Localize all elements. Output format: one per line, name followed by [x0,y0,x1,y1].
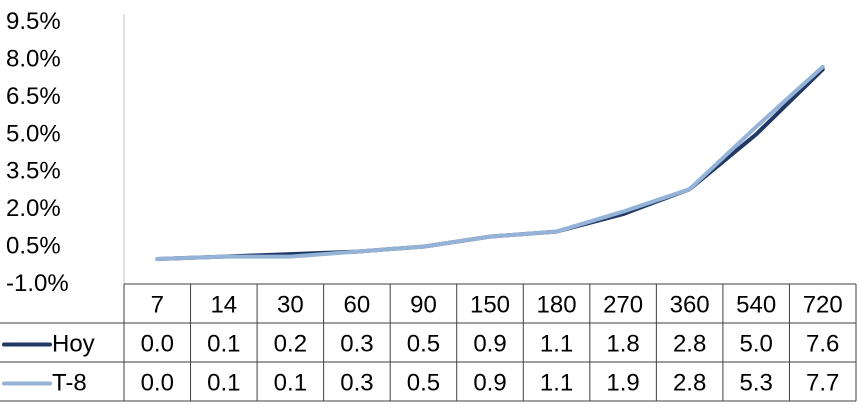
data-table-value: 0.1 [207,370,240,397]
category-label: 270 [603,292,643,319]
series-name-label: Hoy [52,331,95,358]
data-table-value: 1.1 [540,331,573,358]
data-table: 7 14 30 60 90 150 180 270 360 540 720 Hoy 0.0 0.1 0.2 0… [0,283,857,402]
y-tick-label: 2.0% [6,195,61,222]
y-axis: 9.5% 8.0% 6.5% 5.0% 3.5% 2.0% 0.5% -1.0% [6,8,125,297]
data-table-value: 1.1 [540,370,573,397]
data-table-value: 0.3 [340,370,373,397]
data-table-value: 0.2 [274,331,307,358]
data-table-value: 0.3 [340,331,373,358]
data-table-value: 1.9 [606,370,639,397]
data-table-value: 7.7 [806,370,839,397]
data-table-value: 1.8 [606,331,639,358]
data-table-value: 5.3 [739,370,772,397]
series-lines [155,64,825,261]
category-label: 540 [736,292,776,319]
data-table-value: 2.8 [673,331,706,358]
category-label: 180 [537,292,577,319]
category-label: 14 [210,292,237,319]
data-table-value: 0.1 [274,370,307,397]
data-table-value: 0.5 [407,370,440,397]
y-tick-label: 8.0% [6,45,61,72]
y-tick-label: -1.0% [6,270,69,297]
category-label: 360 [670,292,710,319]
category-label: 90 [410,292,437,319]
data-table-value: 2.8 [673,370,706,397]
data-table-value: 0.9 [473,370,506,397]
category-label: 150 [470,292,510,319]
y-tick-label: 0.5% [6,233,61,260]
data-table-value: 0.5 [407,331,440,358]
y-tick-label: 3.5% [6,158,61,185]
data-table-value: 0.0 [141,370,174,397]
category-label: 30 [277,292,304,319]
data-table-value: 0.9 [473,331,506,358]
data-table-value: 7.6 [806,331,839,358]
y-tick-label: 5.0% [6,120,61,147]
data-table-value: 0.1 [207,331,240,358]
y-tick-label: 9.5% [6,8,61,35]
y-tick-label: 6.5% [6,83,61,110]
series-line-hoy [155,67,825,261]
category-label: 7 [151,292,164,319]
series-line-t-8 [155,64,825,261]
category-label: 720 [803,292,843,319]
series-name-label: T-8 [52,370,87,397]
category-label: 60 [344,292,371,319]
data-table-value: 5.0 [739,331,772,358]
data-table-value: 0.0 [141,331,174,358]
